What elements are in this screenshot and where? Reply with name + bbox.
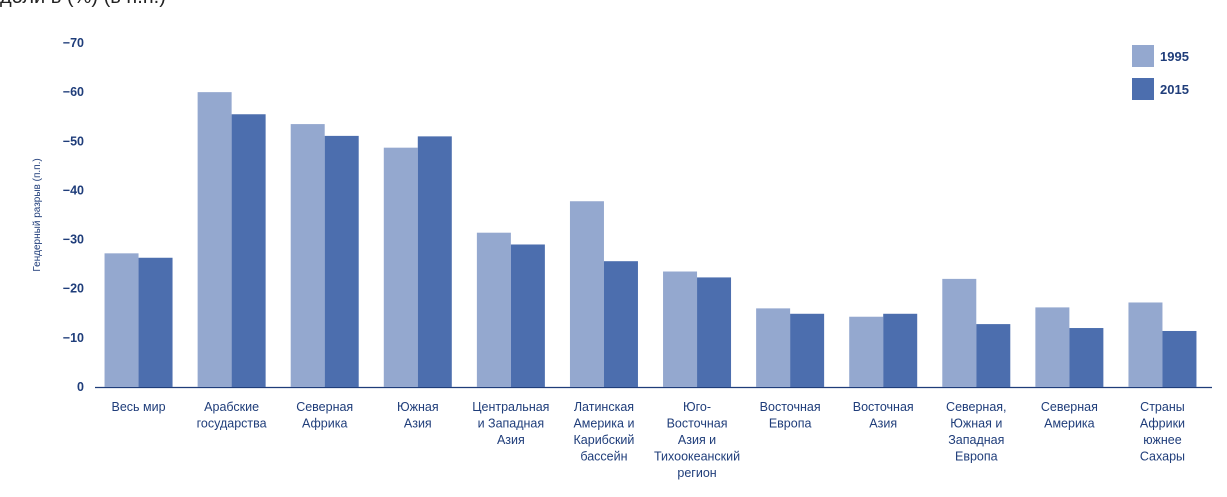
bar-2015 xyxy=(138,257,173,387)
bar-2015 xyxy=(1069,328,1104,387)
x-category-label: Весь мир xyxy=(112,400,166,414)
x-category-label: Восточная Азия xyxy=(853,400,914,431)
bar-1995 xyxy=(663,271,698,387)
legend-swatch-1995 xyxy=(1132,45,1154,67)
x-category-label: Страны Африки южнее Сахары xyxy=(1140,400,1185,464)
bar-2015 xyxy=(883,313,918,387)
bar-1995 xyxy=(383,147,418,387)
y-axis-label: Гендерный разрыв (п.п.) xyxy=(32,158,43,271)
x-category-label: Арабские государства xyxy=(197,400,267,431)
bar-1995 xyxy=(1128,302,1163,387)
legend-label-1995: 1995 xyxy=(1160,49,1189,64)
y-tick-label: −10 xyxy=(63,331,84,345)
bar-2015 xyxy=(976,324,1011,387)
bar-1995 xyxy=(290,124,325,387)
bar-2015 xyxy=(324,135,359,387)
cropped-chart-title: доли в (%) (в п.п.) xyxy=(0,0,1227,8)
x-category-label: Северная Африка xyxy=(296,400,353,431)
y-tick-label: −40 xyxy=(63,183,84,197)
bar-2015 xyxy=(417,136,452,387)
bar-1995 xyxy=(756,308,791,387)
bar-1995 xyxy=(104,253,139,387)
bar-2015 xyxy=(790,313,825,387)
x-category-label: Восточная Европа xyxy=(760,400,821,431)
bar-1995 xyxy=(849,316,884,387)
y-tick-label: −50 xyxy=(63,134,84,148)
bar-2015 xyxy=(1162,330,1197,387)
x-category-label: Северная Америка xyxy=(1041,400,1098,431)
x-category-label: Юго-Восточная Азия и Тихоокеанский регион xyxy=(654,400,740,480)
x-category-label: Южная Азия xyxy=(397,400,439,431)
y-tick-label: −20 xyxy=(63,282,84,296)
y-tick-label: −70 xyxy=(63,36,84,50)
legend-label-2015: 2015 xyxy=(1160,82,1189,97)
bar-2015 xyxy=(697,277,732,387)
bar-2015 xyxy=(603,261,638,387)
bar-1995 xyxy=(942,278,977,387)
x-category-label: Центральная и Западная Азия xyxy=(472,400,549,447)
legend-swatch-2015 xyxy=(1132,78,1154,100)
bar-1995 xyxy=(1035,307,1070,387)
bar-2015 xyxy=(510,244,545,387)
bar-1995 xyxy=(476,232,511,387)
bar-1995 xyxy=(197,92,232,388)
y-tick-label: −60 xyxy=(63,85,84,99)
bar-2015 xyxy=(231,114,266,387)
bar-1995 xyxy=(569,201,604,387)
y-tick-label: −30 xyxy=(63,233,84,247)
y-tick-label: 0 xyxy=(77,380,84,394)
x-category-label: Латинская Америка и Карибский бассейн xyxy=(573,400,634,464)
x-category-label: Северная, Южная и Западная Европа xyxy=(946,400,1006,464)
